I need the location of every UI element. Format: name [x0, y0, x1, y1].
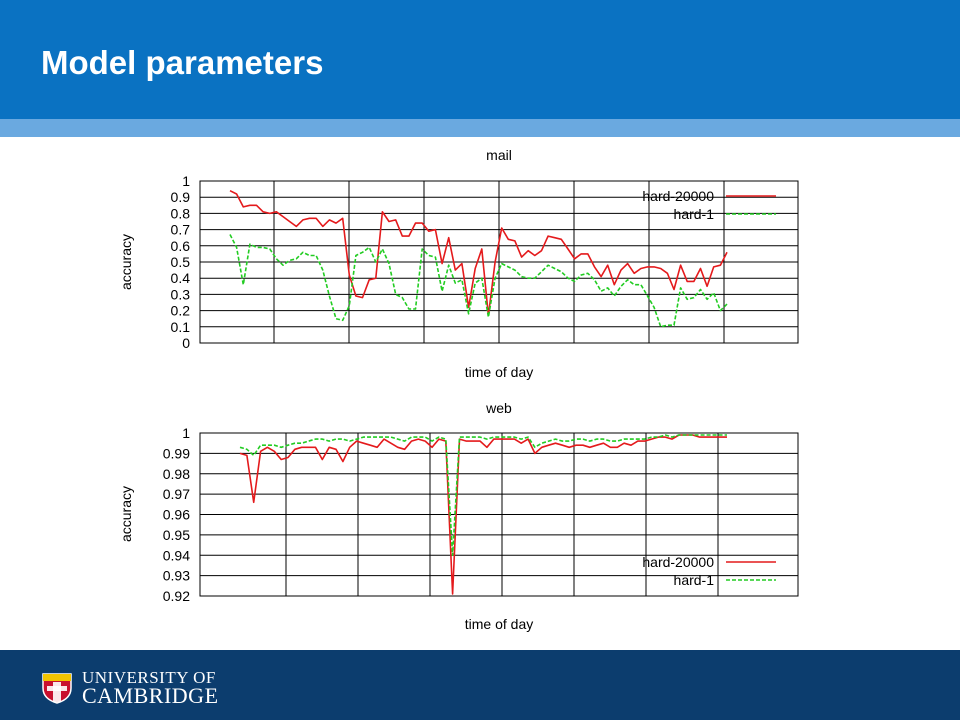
mail-series-hard-1 [229, 234, 728, 328]
web-x-axis-label: time of day [465, 616, 533, 632]
web-legend-label-hard-1: hard-1 [674, 572, 715, 588]
web-y-tick-label: 0.96 [163, 507, 190, 523]
mail-x-axis-label: time of day [465, 364, 533, 380]
web-y-tick-label: 0.97 [163, 486, 190, 502]
university-line-2: CAMBRIDGE [82, 683, 219, 708]
web-y-tick-label: 0.98 [163, 466, 190, 482]
web-y-axis-label: accuracy [118, 486, 134, 542]
cambridge-crest-icon [42, 673, 72, 704]
web-y-tick-label: 0.94 [163, 547, 190, 563]
mail-y-tick-label: 0.2 [171, 303, 191, 319]
mail-legend-label-hard-1: hard-1 [674, 206, 715, 222]
mail-y-tick-label: 0.9 [171, 189, 191, 205]
page-title: Model parameters [41, 44, 324, 81]
header-stripe [0, 119, 960, 137]
web-y-tick-label: 0.95 [163, 527, 190, 543]
web-series-hard-1 [239, 434, 727, 557]
web-y-tick-label: 1 [182, 425, 190, 441]
mail-y-tick-label: 1 [182, 173, 190, 189]
mail-chart-title: mail [486, 147, 512, 163]
mail-y-tick-label: 0.1 [171, 319, 191, 335]
university-line-1: UNIVERSITY OF [82, 668, 216, 687]
web-legend-label-hard-20000: hard-20000 [642, 554, 714, 570]
mail-y-tick-label: 0.8 [171, 205, 191, 221]
web-y-tick-label: 0.99 [163, 445, 190, 461]
web-series-hard-20000 [239, 434, 727, 595]
web-y-tick-label: 0.93 [163, 568, 190, 584]
mail-y-axis-label: accuracy [118, 234, 134, 290]
mail-y-tick-label: 0 [182, 335, 190, 351]
web-y-tick-label: 0.92 [163, 588, 190, 604]
mail-y-tick-label: 0.4 [171, 270, 191, 286]
mail-y-tick-label: 0.6 [171, 238, 191, 254]
web-chart-title: web [485, 400, 512, 416]
mail-y-tick-label: 0.5 [171, 254, 191, 270]
header-bar [0, 0, 960, 119]
mail-y-tick-label: 0.7 [171, 222, 191, 238]
mail-series-hard-20000 [229, 189, 728, 317]
mail-legend-label-hard-20000: hard-20000 [642, 188, 714, 204]
mail-y-tick-label: 0.3 [171, 286, 191, 302]
footer-bar [0, 650, 960, 720]
